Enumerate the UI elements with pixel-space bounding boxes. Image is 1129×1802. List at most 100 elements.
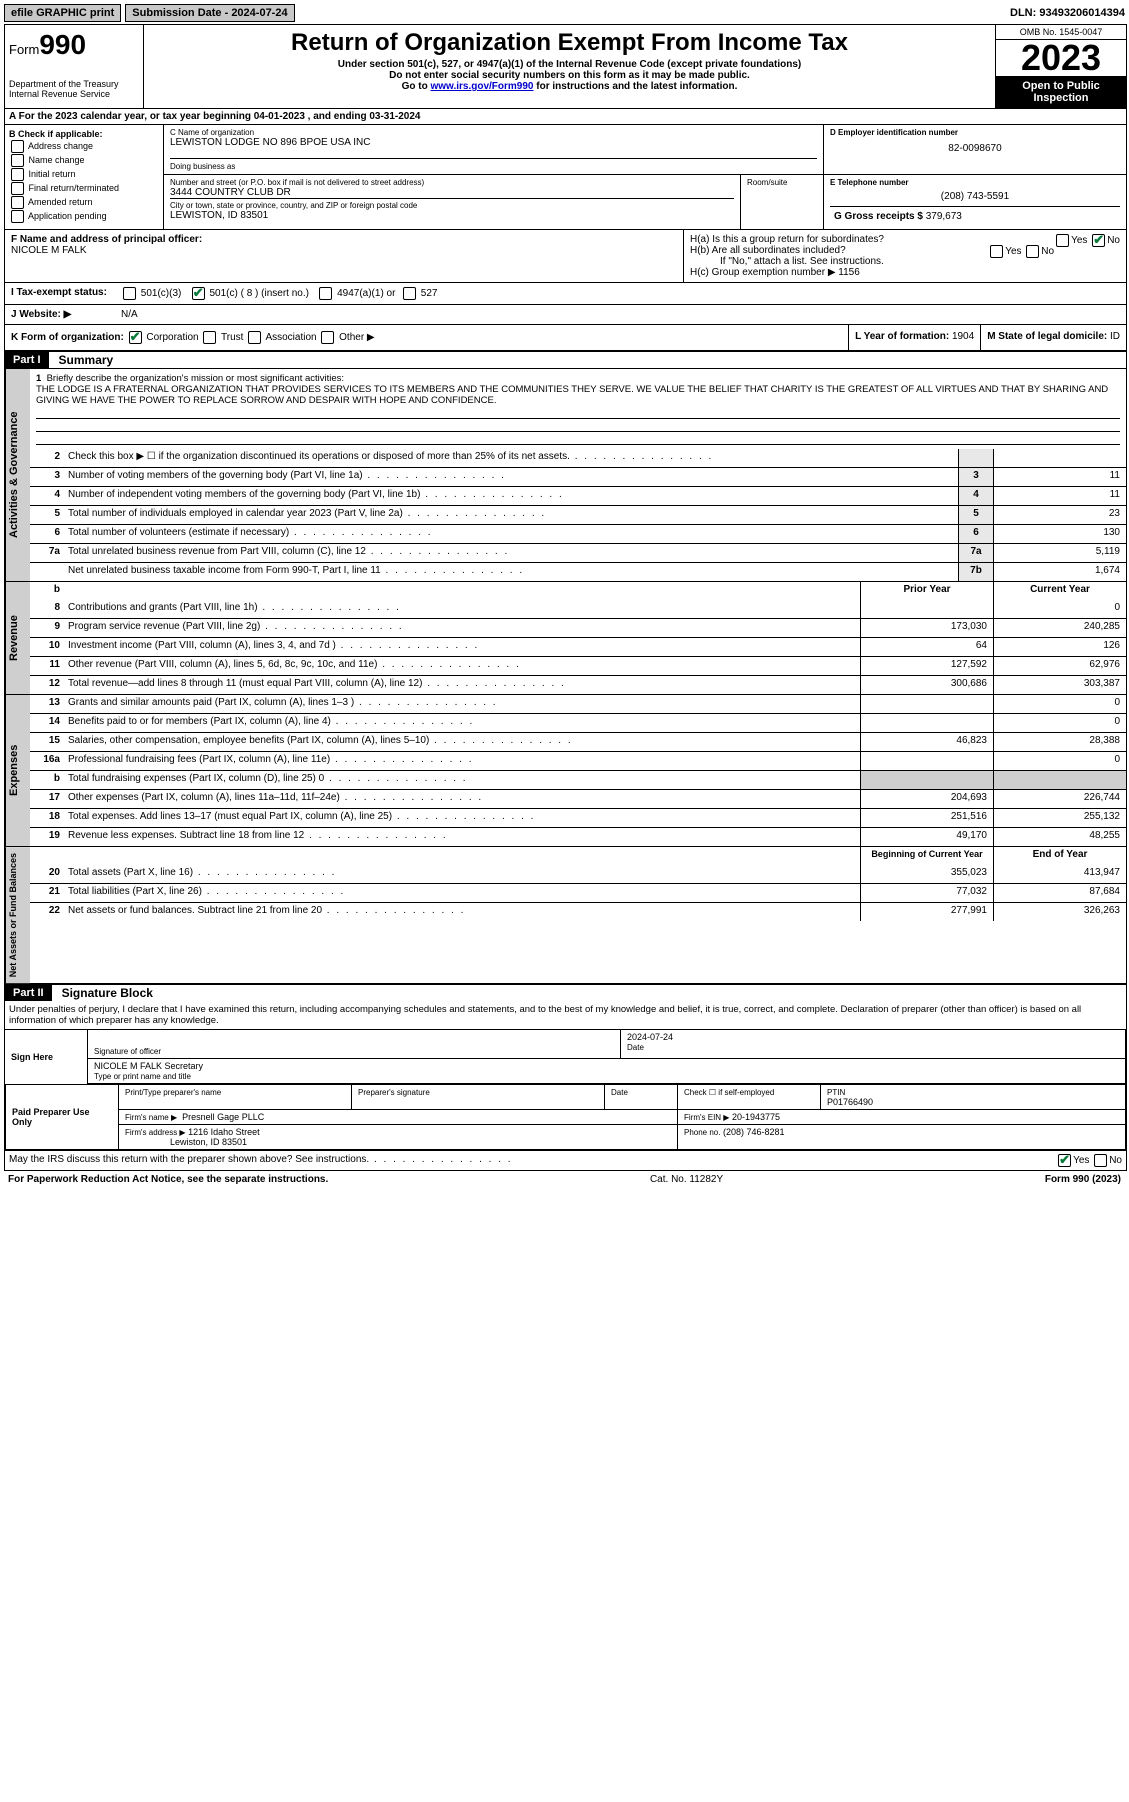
discuss-no[interactable]	[1094, 1154, 1107, 1167]
ha-label: H(a) Is this a group return for subordin…	[690, 234, 884, 245]
pra-notice: For Paperwork Reduction Act Notice, see …	[8, 1174, 328, 1185]
dba-label: Doing business as	[170, 158, 817, 171]
hc-label: H(c) Group exemption number ▶ 1156	[690, 267, 1120, 278]
table-row: 20Total assets (Part X, line 16)355,0234…	[30, 865, 1126, 883]
firm-phone: (208) 746-8281	[723, 1127, 785, 1137]
row-j: J Website: ▶ N/A	[5, 304, 1126, 324]
cb-501c[interactable]	[192, 287, 205, 300]
room-label: Room/suite	[747, 178, 817, 187]
firm-addr-label: Firm's address ▶	[125, 1128, 186, 1137]
table-row: 5Total number of individuals employed in…	[30, 505, 1126, 524]
table-row: 6Total number of volunteers (estimate if…	[30, 524, 1126, 543]
form-footer: Form 990 (2023)	[1045, 1174, 1121, 1185]
table-row: 4Number of independent voting members of…	[30, 486, 1126, 505]
firm-ein: 20-1943775	[732, 1112, 780, 1122]
cb-assoc[interactable]	[248, 331, 261, 344]
ptin-value: P01766490	[827, 1097, 873, 1107]
name-label: C Name of organization	[170, 128, 817, 137]
tax-status-label: I Tax-exempt status:	[11, 287, 107, 298]
sign-here-table: Sign Here Signature of officer 2024-07-2…	[5, 1029, 1126, 1084]
goto-line: Go to www.irs.gov/Form990 for instructio…	[150, 81, 989, 92]
table-row: 3Number of voting members of the governi…	[30, 467, 1126, 486]
form-subtitle: Under section 501(c), 527, or 4947(a)(1)…	[150, 59, 989, 70]
mission-label: Briefly describe the organization's miss…	[47, 373, 345, 384]
sig-date: 2024-07-24	[627, 1032, 673, 1042]
cb-initial-return[interactable]: Initial return	[9, 168, 159, 181]
cb-corp[interactable]	[129, 331, 142, 344]
header-row: Form990 Department of the Treasury Inter…	[5, 25, 1126, 108]
part2-header: Part II Signature Block	[5, 983, 1126, 1001]
table-row: 12Total revenue—add lines 8 through 11 (…	[30, 675, 1126, 694]
open-public-badge: Open to Public Inspection	[996, 76, 1126, 108]
sign-here-label: Sign Here	[5, 1030, 88, 1084]
bottom-row: For Paperwork Reduction Act Notice, see …	[4, 1171, 1125, 1188]
ein-value: 82-0098670	[830, 137, 1120, 160]
end-year-hdr: End of Year	[993, 847, 1126, 865]
website-label: J Website: ▶	[11, 309, 71, 320]
phone-label: E Telephone number	[830, 178, 1120, 187]
row-b-label: b	[30, 582, 64, 600]
cb-final-return[interactable]: Final return/terminated	[9, 182, 159, 195]
irs-link[interactable]: www.irs.gov/Form990	[430, 81, 533, 92]
part1-header: Part I Summary	[5, 350, 1126, 368]
governance-section: Activities & Governance 1 Briefly descri…	[5, 368, 1126, 581]
prior-year-hdr: Prior Year	[860, 582, 993, 600]
phone-value: (208) 743-5591	[830, 187, 1120, 206]
self-emp-label: Check ☐ if self-employed	[684, 1088, 774, 1097]
prep-name-label: Print/Type preparer's name	[125, 1088, 221, 1097]
table-row: 7aTotal unrelated business revenue from …	[30, 543, 1126, 562]
part1-title: Summary	[49, 353, 114, 367]
firm-phone-label: Phone no.	[684, 1128, 720, 1137]
table-row: 22Net assets or fund balances. Subtract …	[30, 902, 1126, 921]
city-label: City or town, state or province, country…	[170, 198, 734, 210]
goto-prefix: Go to	[402, 81, 431, 92]
state-domicile: M State of legal domicile: ID	[980, 325, 1126, 350]
cb-other[interactable]	[321, 331, 334, 344]
header-right: OMB No. 1545-0047 2023 Open to Public In…	[995, 25, 1126, 108]
perjury-text: Under penalties of perjury, I declare th…	[5, 1001, 1126, 1029]
paid-preparer-table: Paid Preparer Use Only Print/Type prepar…	[5, 1084, 1126, 1150]
efile-print-button[interactable]: efile GRAPHIC print	[4, 4, 121, 22]
table-row: 11Other revenue (Part VIII, column (A), …	[30, 656, 1126, 675]
ssn-warning: Do not enter social security numbers on …	[150, 70, 989, 81]
netassets-section: Net Assets or Fund Balances Beginning of…	[5, 846, 1126, 983]
table-row: 17Other expenses (Part IX, column (A), l…	[30, 789, 1126, 808]
sig-name: NICOLE M FALK Secretary	[94, 1061, 203, 1071]
side-revenue: Revenue	[5, 582, 30, 694]
cb-527[interactable]	[403, 287, 416, 300]
cb-4947[interactable]	[319, 287, 332, 300]
cb-address-change[interactable]: Address change	[9, 140, 159, 153]
hb-label: H(b) Are all subordinates included?	[690, 245, 846, 256]
gross-receipts-value: 379,673	[926, 211, 962, 222]
revenue-section: Revenue b Prior Year Current Year 8Contr…	[5, 581, 1126, 694]
col-b-label: B Check if applicable:	[9, 129, 103, 139]
part2-num: Part II	[5, 985, 52, 1001]
ha-yes[interactable]	[1056, 234, 1069, 247]
side-governance: Activities & Governance	[5, 369, 30, 581]
cb-application-pending[interactable]: Application pending	[9, 210, 159, 223]
row-f: F Name and address of principal officer:…	[5, 229, 1126, 282]
cb-amended-return[interactable]: Amended return	[9, 196, 159, 209]
goto-suffix: for instructions and the latest informat…	[533, 81, 737, 92]
form-org-label: K Form of organization:	[11, 332, 124, 343]
table-row: 19Revenue less expenses. Subtract line 1…	[30, 827, 1126, 846]
ha-no[interactable]	[1092, 234, 1105, 247]
table-row: bTotal fundraising expenses (Part IX, co…	[30, 770, 1126, 789]
part2-title: Signature Block	[52, 986, 153, 1000]
header-left: Form990 Department of the Treasury Inter…	[5, 25, 144, 108]
discuss-row: May the IRS discuss this return with the…	[5, 1150, 1126, 1170]
hb-yes[interactable]	[990, 245, 1003, 258]
table-row: 15Salaries, other compensation, employee…	[30, 732, 1126, 751]
submission-date-button[interactable]: Submission Date - 2024-07-24	[125, 4, 294, 22]
cb-name-change[interactable]: Name change	[9, 154, 159, 167]
mission-text: THE LODGE IS A FRATERNAL ORGANIZATION TH…	[36, 384, 1108, 406]
table-row: 9Program service revenue (Part VIII, lin…	[30, 618, 1126, 637]
hb-no[interactable]	[1026, 245, 1039, 258]
discuss-yes[interactable]	[1058, 1154, 1071, 1167]
cb-trust[interactable]	[203, 331, 216, 344]
cb-501c3[interactable]	[123, 287, 136, 300]
expenses-section: Expenses 13Grants and similar amounts pa…	[5, 694, 1126, 846]
header-middle: Return of Organization Exempt From Incom…	[144, 25, 995, 108]
col-cde: C Name of organization LEWISTON LODGE NO…	[164, 125, 1126, 229]
ein-label: D Employer identification number	[830, 128, 1120, 137]
